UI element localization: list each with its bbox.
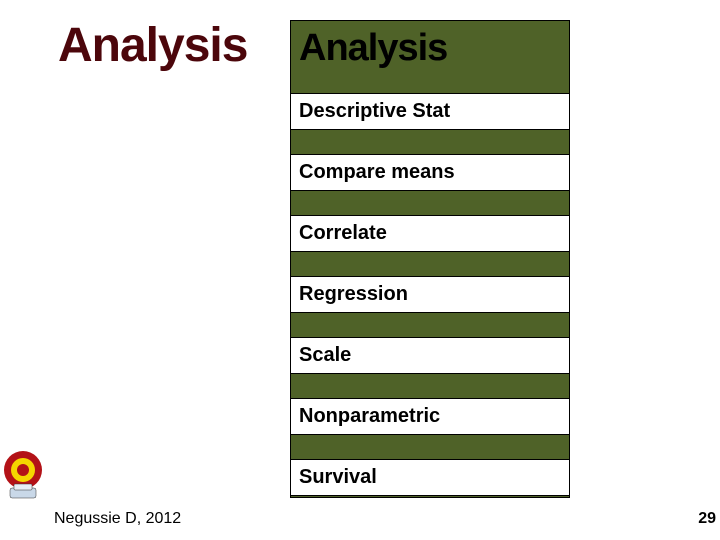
menu-item-survival[interactable]: Survival <box>291 459 569 496</box>
footer-author: Negussie D, 2012 <box>54 510 181 528</box>
menu-header: Analysis <box>291 21 569 80</box>
university-badge-icon <box>2 448 44 502</box>
menu-items: Descriptive Stat Compare means Correlate… <box>291 93 569 496</box>
menu-item-nonparametric[interactable]: Nonparametric <box>291 398 569 435</box>
analysis-menu: Analysis Descriptive Stat Compare means … <box>290 20 570 498</box>
slide: Analysis Analysis Descriptive Stat Compa… <box>0 0 720 540</box>
menu-item-correlate[interactable]: Correlate <box>291 215 569 252</box>
page-number: 29 <box>698 510 716 528</box>
page-title: Analysis <box>58 18 247 73</box>
menu-item-compare-means[interactable]: Compare means <box>291 154 569 191</box>
menu-item-regression[interactable]: Regression <box>291 276 569 313</box>
menu-item-descriptive[interactable]: Descriptive Stat <box>291 93 569 130</box>
menu-item-scale[interactable]: Scale <box>291 337 569 374</box>
